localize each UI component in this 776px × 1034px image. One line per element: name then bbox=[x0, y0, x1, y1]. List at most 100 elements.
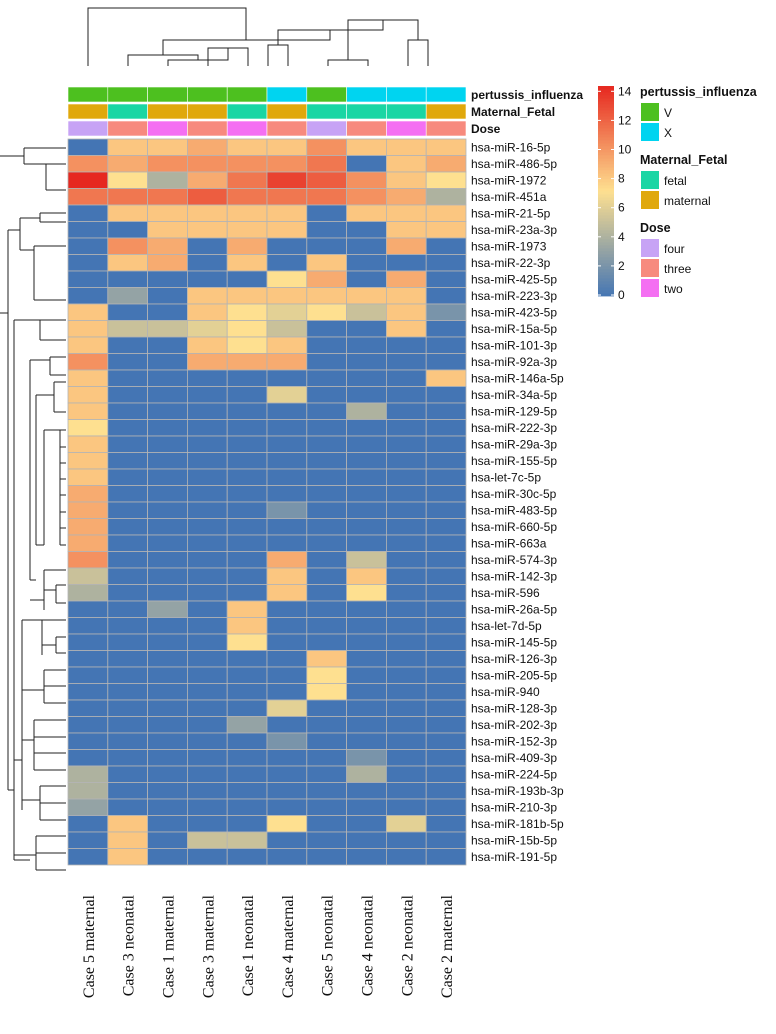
heatmap-cell bbox=[147, 336, 188, 354]
heatmap-cell bbox=[266, 303, 308, 321]
heatmap-cell bbox=[425, 650, 467, 668]
heatmap-cell bbox=[226, 699, 268, 717]
color-scale-segment bbox=[598, 92, 614, 96]
heatmap-cell bbox=[107, 171, 149, 189]
color-scale-segment bbox=[598, 209, 614, 213]
legend-label: maternal bbox=[664, 194, 711, 208]
heatmap-cell bbox=[147, 633, 188, 651]
heatmap-cell bbox=[186, 287, 228, 305]
column-label: Case 2 maternal bbox=[439, 894, 456, 998]
legend-label: V bbox=[664, 106, 672, 120]
row-label: hsa-miR-128-3p bbox=[471, 702, 557, 716]
annotation-cell bbox=[386, 120, 427, 137]
heatmap-cell bbox=[186, 155, 228, 173]
heatmap-cell bbox=[425, 138, 467, 156]
heatmap-cell bbox=[147, 254, 188, 272]
heatmap-cell bbox=[266, 798, 308, 816]
heatmap-cell bbox=[306, 831, 347, 849]
row-label: hsa-miR-202-3p bbox=[471, 718, 557, 732]
heatmap-cell bbox=[266, 270, 308, 288]
heatmap-cell bbox=[147, 303, 188, 321]
row-label: hsa-miR-409-3p bbox=[471, 751, 557, 765]
heatmap-cell bbox=[306, 386, 347, 404]
column-label: Case 5 maternal bbox=[81, 894, 98, 998]
heatmap-cell bbox=[147, 666, 188, 684]
row-label: hsa-miR-222-3p bbox=[471, 421, 557, 435]
heatmap-cell bbox=[226, 287, 268, 305]
annotation-cell bbox=[147, 86, 188, 103]
heatmap-cell bbox=[186, 534, 228, 552]
heatmap-cell bbox=[147, 782, 188, 800]
heatmap-cell bbox=[107, 765, 149, 783]
heatmap-cell bbox=[346, 204, 387, 222]
row-label: hsa-miR-126-3p bbox=[471, 652, 557, 666]
heatmap-cell bbox=[425, 369, 467, 387]
column-label: Case 4 neonatal bbox=[360, 894, 377, 996]
heatmap-cell bbox=[346, 237, 387, 255]
heatmap-cell bbox=[107, 452, 149, 470]
annotation-cell bbox=[226, 103, 268, 120]
heatmap-cell bbox=[107, 386, 149, 404]
heatmap-cell bbox=[107, 138, 149, 156]
heatmap-cell bbox=[306, 732, 347, 750]
heatmap-cell bbox=[67, 419, 109, 437]
heatmap-cell bbox=[67, 254, 109, 272]
heatmap-cell bbox=[186, 584, 228, 602]
heatmap-cell bbox=[425, 452, 467, 470]
heatmap-cell bbox=[107, 188, 149, 206]
heatmap-cell bbox=[306, 138, 347, 156]
color-scale-segment bbox=[598, 221, 614, 225]
row-label: hsa-miR-34a-5p bbox=[471, 388, 557, 402]
heatmap-cell bbox=[67, 155, 109, 173]
heatmap-cell bbox=[306, 254, 347, 272]
heatmap-cell bbox=[425, 518, 467, 536]
heatmap-cell bbox=[385, 452, 427, 470]
annotation-cell bbox=[346, 120, 387, 137]
heatmap-cell bbox=[226, 237, 268, 255]
heatmap-cell bbox=[147, 749, 188, 767]
heatmap-cell bbox=[425, 534, 467, 552]
color-scale-tick-label: 6 bbox=[618, 201, 625, 215]
heatmap-cell bbox=[147, 551, 188, 569]
heatmap-cell bbox=[385, 666, 427, 684]
heatmap-cell bbox=[67, 534, 109, 552]
heatmap-cell bbox=[306, 798, 347, 816]
heatmap-cell bbox=[186, 650, 228, 668]
heatmap-cell bbox=[107, 633, 149, 651]
heatmap-cell bbox=[226, 534, 268, 552]
heatmap-cell bbox=[67, 485, 109, 503]
row-label: hsa-miR-223-3p bbox=[471, 289, 557, 303]
legend-title: Maternal_Fetal bbox=[640, 153, 728, 167]
heatmap-cell bbox=[226, 188, 268, 206]
heatmap-cell bbox=[67, 171, 109, 189]
heatmap-cell bbox=[385, 237, 427, 255]
color-scale-segment bbox=[598, 128, 614, 132]
heatmap-cell bbox=[346, 551, 387, 569]
heatmap-cell bbox=[147, 485, 188, 503]
heatmap-cell bbox=[186, 683, 228, 701]
heatmap-cell bbox=[306, 485, 347, 503]
row-label: hsa-miR-425-5p bbox=[471, 273, 557, 287]
color-scale-segment bbox=[598, 170, 614, 174]
heatmap-cell bbox=[425, 633, 467, 651]
heatmap-cell bbox=[107, 699, 149, 717]
annotation-cell bbox=[425, 86, 467, 103]
row-label: hsa-miR-193b-3p bbox=[471, 784, 564, 798]
heatmap-cell bbox=[385, 848, 427, 866]
row-label: hsa-miR-152-3p bbox=[471, 735, 557, 749]
heatmap-cell bbox=[425, 320, 467, 338]
heatmap-cell bbox=[346, 732, 387, 750]
heatmap-cell bbox=[186, 386, 228, 404]
color-scale-segment bbox=[598, 266, 614, 270]
annotation-cell bbox=[266, 86, 308, 103]
heatmap-cell bbox=[226, 831, 268, 849]
color-scale-segment bbox=[598, 239, 614, 243]
heatmap-cell bbox=[266, 600, 308, 618]
heatmap-cell bbox=[306, 600, 347, 618]
heatmap-cell bbox=[266, 237, 308, 255]
color-scale-segment bbox=[598, 152, 614, 156]
color-scale-segment bbox=[598, 254, 614, 258]
heatmap-cell bbox=[186, 765, 228, 783]
heatmap-cell bbox=[186, 221, 228, 239]
heatmap-cell bbox=[266, 518, 308, 536]
